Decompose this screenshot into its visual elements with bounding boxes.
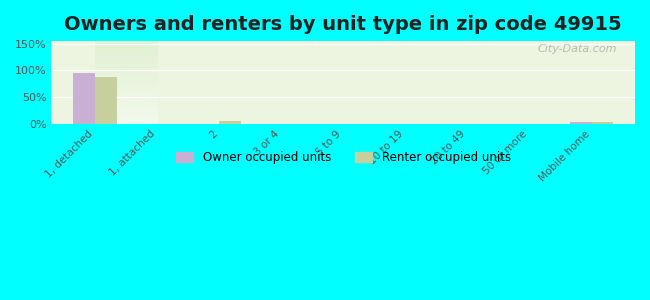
Legend: Owner occupied units, Renter occupied units: Owner occupied units, Renter occupied un…: [171, 146, 515, 169]
Bar: [592, 122, 613, 124]
Bar: [95, 77, 116, 124]
Bar: [73, 73, 95, 124]
Text: City-Data.com: City-Data.com: [538, 44, 617, 54]
Bar: [219, 121, 240, 124]
Title: Owners and renters by unit type in zip code 49915: Owners and renters by unit type in zip c…: [64, 15, 622, 34]
Bar: [570, 122, 592, 124]
